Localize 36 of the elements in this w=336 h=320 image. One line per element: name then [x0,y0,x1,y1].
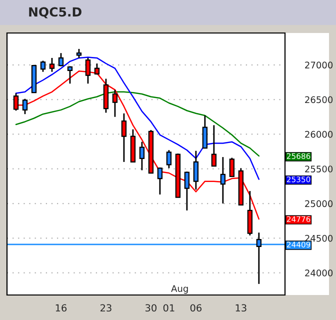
candlestick [121,112,127,163]
y-tick-label: 26500 [305,96,333,104]
line-series [15,91,260,157]
candlestick [67,66,73,84]
candlestick [112,89,118,118]
y-tick-label: 25000 [305,200,333,208]
x-tick-label: 13 [236,304,246,312]
candlestick [193,150,199,190]
candlestick [220,156,226,204]
candlestick [22,98,28,115]
candlestick [256,232,262,285]
candlestick [202,114,208,149]
candlestick [58,52,64,67]
candlestick [76,48,82,59]
x-tick-label: 23 [100,304,112,312]
candlestick [211,124,217,167]
x-tick-label: 01 [163,304,174,312]
candlestick [166,149,172,169]
candlestick [229,157,234,178]
candlestick [184,170,190,212]
y-tick-label: 24000 [305,270,333,276]
y-tick-label: 26000 [305,130,333,138]
candlestick [40,60,46,73]
candlestick [139,141,145,171]
chart-title: NQC5.D [29,7,82,18]
candlestick [103,78,109,114]
x-tick-label: 06 [190,304,202,312]
y-tick-label: 27000 [305,62,333,68]
candlestick [157,166,163,196]
annotation: Aug [171,285,188,294]
y-tick-label: 24500 [305,234,333,242]
x-tick-label: 16 [56,304,67,312]
y-tick-label: 25500 [305,166,333,172]
candlestick [49,57,55,73]
x-tick-label: 30 [146,304,156,312]
line-series [15,56,260,180]
